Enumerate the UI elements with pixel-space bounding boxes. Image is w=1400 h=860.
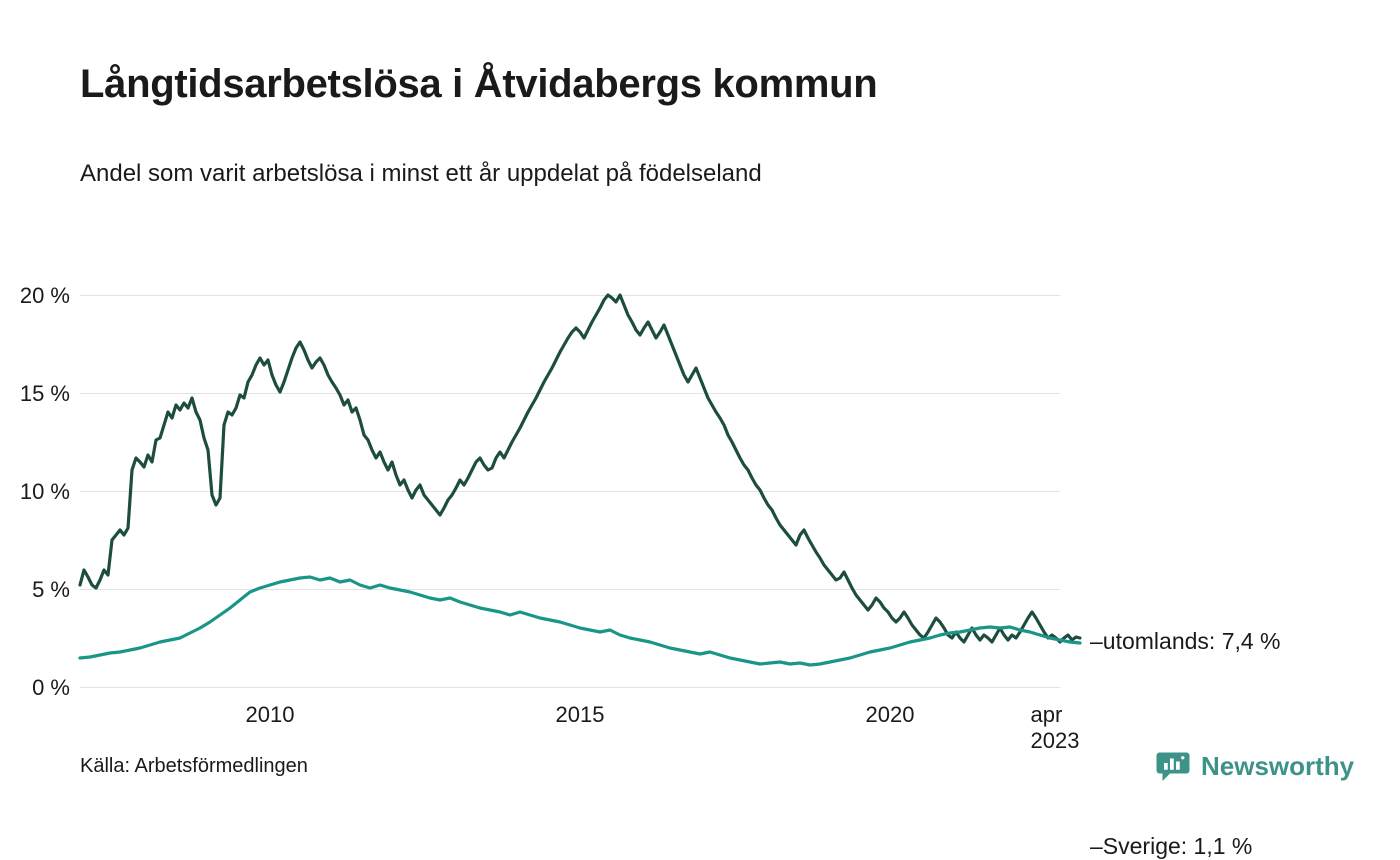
line-chart-svg (80, 240, 1080, 690)
utomlands-end-label: –utomlands: 7,4 % (1090, 628, 1281, 655)
chart-plot-area: 20 % 15 % 10 % 5 % 0 % 2010 2015 2020 ap… (80, 240, 1080, 690)
xtick-2020: 2020 (866, 702, 915, 728)
chart-title: Långtidsarbetslösa i Åtvidabergs kommun (80, 62, 877, 107)
newsworthy-icon (1155, 748, 1191, 784)
ytick-0: 0 % (10, 675, 70, 701)
source-text: Källa: Arbetsförmedlingen (80, 755, 308, 778)
series-line-utomlands[interactable] (80, 295, 1080, 642)
ytick-20: 20 % (10, 283, 70, 309)
brand-name: Newsworthy (1201, 751, 1354, 782)
brand-logo: Newsworthy (1155, 748, 1354, 784)
ytick-15: 15 % (10, 381, 70, 407)
series-line-sverige[interactable] (80, 577, 1080, 665)
chart-subtitle: Andel som varit arbetslösa i minst ett å… (80, 160, 762, 188)
ytick-10: 10 % (10, 479, 70, 505)
xtick-2023: apr 2023 (1031, 702, 1080, 754)
xtick-2015: 2015 (556, 702, 605, 728)
chart-page: Långtidsarbetslösa i Åtvidabergs kommun … (0, 0, 1400, 840)
xtick-2010: 2010 (246, 702, 295, 728)
sverige-end-label: –Sverige: 1,1 % (1090, 833, 1252, 860)
ytick-5: 5 % (10, 577, 70, 603)
